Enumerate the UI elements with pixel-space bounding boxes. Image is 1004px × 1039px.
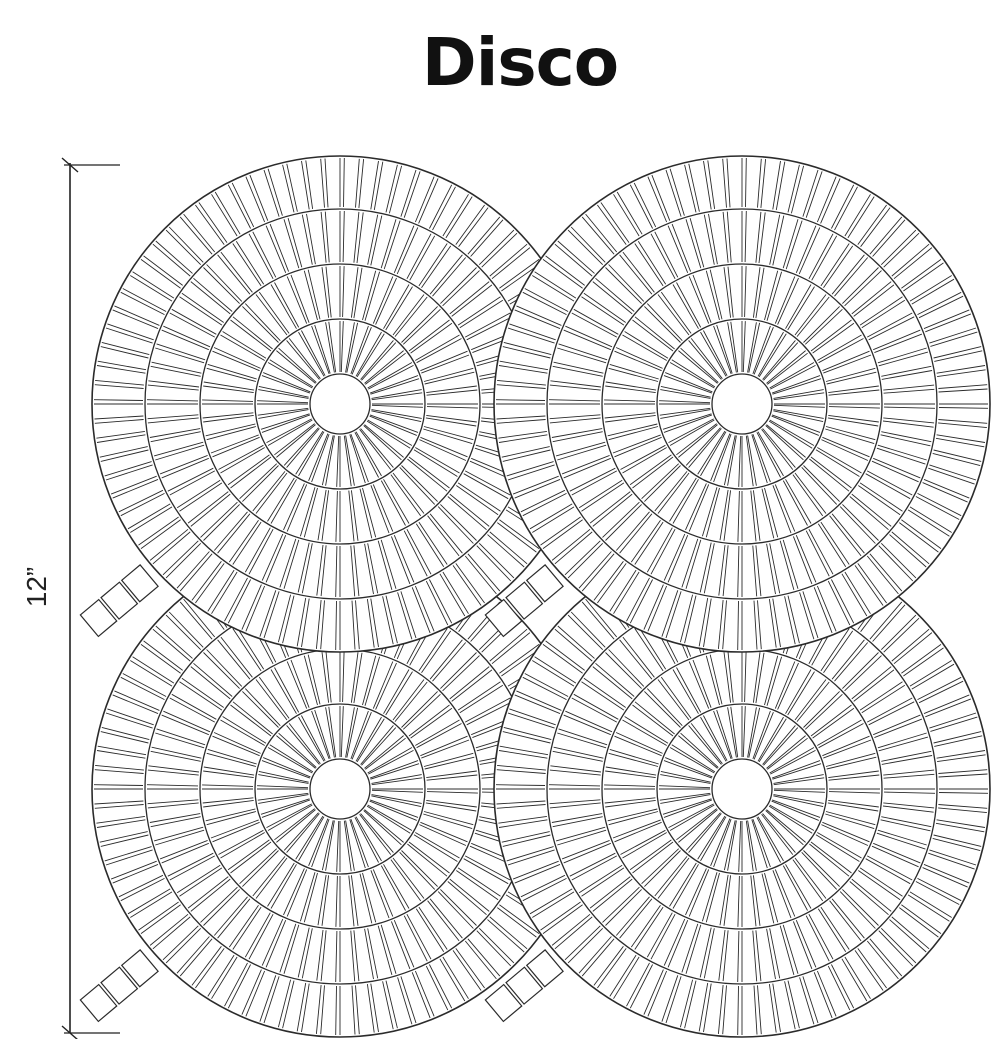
tile-joints xyxy=(659,321,825,487)
tile-joints xyxy=(548,210,936,598)
small-tile xyxy=(120,949,159,988)
tile-joints xyxy=(659,706,825,872)
tile-joints xyxy=(202,651,478,927)
ring xyxy=(656,318,828,490)
fan-tile-tr xyxy=(493,155,991,653)
corner-tiles xyxy=(484,949,564,1023)
tile-joints xyxy=(257,706,423,872)
dimension-line: 12” xyxy=(21,157,120,1039)
ring xyxy=(254,318,426,490)
small-tile xyxy=(505,581,544,620)
small-tile xyxy=(100,581,139,620)
small-tile xyxy=(525,564,564,603)
tile-joints xyxy=(604,266,880,542)
ring xyxy=(656,703,828,875)
tile-joints xyxy=(495,157,989,651)
ring xyxy=(711,373,773,435)
ring xyxy=(309,373,371,435)
ring xyxy=(601,263,883,545)
small-tile xyxy=(484,983,523,1023)
ring xyxy=(711,758,773,820)
small-tile xyxy=(100,966,139,1005)
small-tile xyxy=(120,564,159,603)
small-tile xyxy=(79,983,118,1023)
corner-tiles xyxy=(79,949,159,1023)
tile-joints xyxy=(604,651,880,927)
ring xyxy=(546,208,938,600)
corner-tiles xyxy=(79,564,159,638)
small-tile xyxy=(525,949,564,988)
ring xyxy=(254,703,426,875)
ring xyxy=(309,758,371,820)
dimension-label: 12” xyxy=(21,567,52,607)
tile-joints xyxy=(257,321,423,487)
fan-tile-tl xyxy=(91,155,589,653)
mosaic-tile-pattern xyxy=(79,155,991,1038)
small-tile xyxy=(484,598,523,638)
tile-joints xyxy=(202,266,478,542)
corner-tiles xyxy=(484,564,564,638)
small-tile xyxy=(79,598,118,638)
page-title: Disco xyxy=(421,24,619,101)
small-tile xyxy=(505,966,544,1005)
ring xyxy=(199,263,481,545)
